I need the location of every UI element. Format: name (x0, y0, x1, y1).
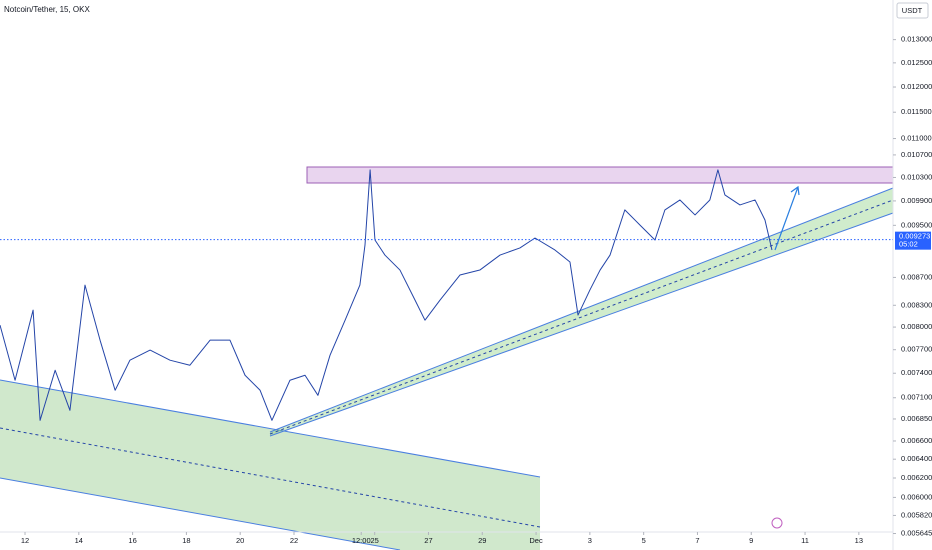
y-tick-label: 0.008700 (901, 272, 932, 281)
y-tick-label: 0.007400 (901, 368, 932, 377)
event-icon[interactable] (771, 517, 783, 529)
x-tick-label: 13 (855, 536, 863, 545)
countdown-label: 05:02 (899, 240, 918, 249)
y-tick-label: 0.006200 (901, 473, 932, 482)
lower-channel-bottom (0, 477, 401, 550)
x-tick-label: Dec (529, 536, 543, 545)
lower-channel-top (0, 379, 541, 478)
last-price-label: 0.009273 (899, 232, 930, 241)
y-tick-label: 0.005820 (901, 510, 932, 519)
y-tick-label: 0.009500 (901, 220, 932, 229)
y-tick-label: 0.011000 (901, 134, 932, 143)
y-tick-label: 0.009900 (901, 196, 932, 205)
y-tick-label: 0.007100 (901, 393, 932, 402)
x-tick-label: 25 (371, 536, 379, 545)
x-tick-label: 12 (21, 536, 29, 545)
x-tick-label: 29 (478, 536, 486, 545)
y-tick-label: 0.008000 (901, 322, 932, 331)
upper-channel-mid (269, 199, 894, 435)
x-tick-label: 7 (695, 536, 699, 545)
y-tick-label: 0.006400 (901, 454, 932, 463)
price-line (0, 169, 773, 421)
x-tick-label: 9 (749, 536, 753, 545)
currency-label[interactable]: USDT (902, 6, 923, 15)
x-tick-label: 3 (588, 536, 592, 545)
upper-channel-bottom (269, 212, 894, 437)
x-tick-label: 16 (128, 536, 136, 545)
y-tick-label: 0.010300 (901, 172, 932, 181)
lower-channel-mid (0, 427, 541, 528)
x-tick-label: 20 (236, 536, 244, 545)
last-price-badge (895, 231, 931, 250)
y-tick-label: 0.013000 (901, 35, 932, 44)
chart-title: Notcoin/Tether, 15, OKX (4, 5, 90, 14)
lower-channel-fill (0, 380, 540, 550)
x-tick-label: 27 (424, 536, 432, 545)
upper-channel-top (269, 187, 894, 433)
y-tick-label: 0.006600 (901, 436, 932, 445)
y-tick-label: 0.005645 (901, 529, 932, 538)
y-tick-label: 0.006000 (901, 492, 932, 501)
x-tick-label: 5 (642, 536, 646, 545)
y-tick-label: 0.008300 (901, 300, 932, 309)
x-tick-label: 18 (182, 536, 190, 545)
arrow-head (790, 185, 800, 196)
plot (0, 169, 773, 421)
resistance-zone (306, 166, 894, 184)
x-tick-label: 22 (290, 536, 298, 545)
y-tick-label: 0.012000 (901, 82, 932, 91)
upper-channel-fill (270, 188, 893, 436)
arrow (774, 186, 799, 251)
x-tick-label: 11 (801, 536, 809, 545)
y-tick-label: 0.011500 (901, 107, 932, 116)
y-tick-label: 0.006850 (901, 414, 932, 423)
y-tick-label: 0.010700 (901, 150, 932, 159)
currency-button[interactable] (896, 2, 929, 19)
y-tick-label: 0.007700 (901, 345, 932, 354)
x-tick-label: 12:00 (352, 536, 371, 545)
y-tick-label: 0.012500 (901, 58, 932, 67)
x-tick-label: 14 (75, 536, 83, 545)
